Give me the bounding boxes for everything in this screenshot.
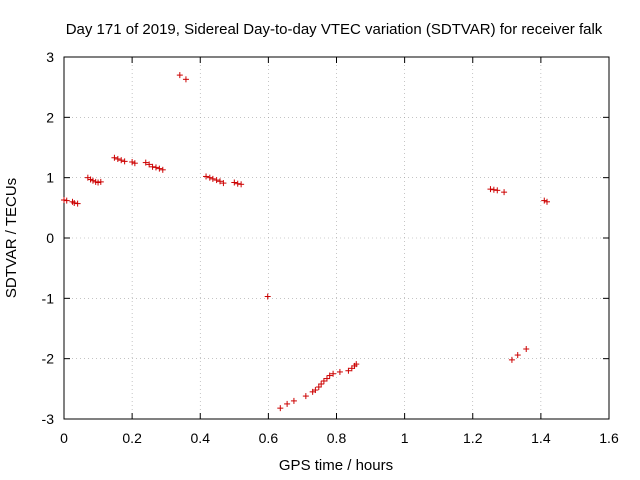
- data-point: [487, 186, 494, 193]
- chart-title: Day 171 of 2019, Sidereal Day-to-day VTE…: [66, 21, 603, 38]
- data-point: [203, 173, 210, 180]
- data-point: [290, 397, 297, 404]
- data-point: [501, 189, 508, 196]
- data-point: [523, 346, 530, 353]
- data-point: [220, 180, 227, 187]
- x-tick-label: 1.4: [531, 430, 551, 446]
- x-tick-label: 0: [60, 430, 68, 446]
- x-tick-label: 0.4: [191, 430, 211, 446]
- plot-border: [63, 56, 610, 420]
- data-point: [61, 196, 67, 203]
- y-tick-label: -2: [42, 351, 55, 367]
- data-point: [284, 400, 291, 407]
- data-point: [89, 177, 96, 184]
- data-point: [118, 157, 125, 164]
- data-point: [234, 180, 241, 187]
- data-point: [95, 179, 102, 186]
- data-point: [353, 361, 360, 368]
- x-tick-label: 0.6: [259, 430, 279, 446]
- data-point: [182, 76, 189, 83]
- data-point: [142, 159, 149, 166]
- data-point: [74, 200, 81, 207]
- data-point: [326, 372, 333, 379]
- y-tick-label: 1: [46, 170, 54, 186]
- x-axis-label: GPS time / hours: [279, 457, 393, 474]
- x-tick-label: 0.2: [122, 430, 142, 446]
- x-tick-label: 1: [401, 430, 409, 446]
- data-point: [302, 393, 309, 400]
- data-point: [231, 179, 238, 186]
- data-point: [152, 164, 159, 171]
- data-point: [318, 381, 325, 388]
- y-tick-label: 0: [46, 230, 54, 246]
- data-point: [209, 175, 216, 182]
- y-axis-label: SDTVAR / TECUs: [3, 178, 20, 298]
- data-point: [176, 72, 183, 79]
- data-point: [146, 161, 153, 168]
- tick-labels: 0 0.2 0.4 0.6 0.8 1 1.2 1.4 1.6 -3 -2 -1 0 1 2 3: [42, 49, 619, 446]
- data-point: [264, 293, 271, 300]
- x-tick-label: 1.6: [599, 430, 619, 446]
- data-point: [111, 154, 118, 161]
- data-point: [114, 155, 121, 162]
- data-point: [217, 178, 224, 185]
- y-tick-label: 3: [46, 49, 54, 65]
- x-tick-label: 1.2: [463, 430, 483, 446]
- data-point: [121, 158, 128, 165]
- y-tick-label: 2: [46, 109, 54, 125]
- x-tick-label: 0.8: [327, 430, 347, 446]
- data-point: [320, 377, 327, 384]
- data-point: [544, 198, 551, 205]
- data-point: [330, 370, 337, 377]
- data-point: [336, 368, 343, 375]
- data-points: [61, 72, 551, 412]
- data-point: [129, 158, 136, 165]
- data-point: [97, 178, 104, 185]
- y-tick-label: -1: [42, 290, 55, 306]
- data-point: [323, 375, 330, 382]
- data-point: [541, 197, 548, 204]
- data-point: [159, 166, 166, 173]
- data-point: [156, 165, 163, 172]
- data-point: [315, 384, 322, 391]
- data-point: [514, 352, 521, 359]
- data-point: [490, 186, 497, 193]
- data-point: [508, 356, 515, 363]
- data-point: [206, 174, 213, 181]
- grid-lines: [64, 57, 609, 419]
- data-point: [213, 177, 220, 184]
- data-point: [277, 405, 284, 412]
- data-point: [63, 197, 70, 204]
- data-point: [345, 367, 352, 374]
- data-point: [312, 387, 319, 394]
- data-point: [149, 163, 156, 170]
- data-point: [131, 160, 138, 167]
- y-tick-label: -3: [42, 411, 55, 427]
- data-point: [494, 187, 501, 194]
- data-point: [71, 200, 78, 207]
- data-point: [238, 181, 245, 188]
